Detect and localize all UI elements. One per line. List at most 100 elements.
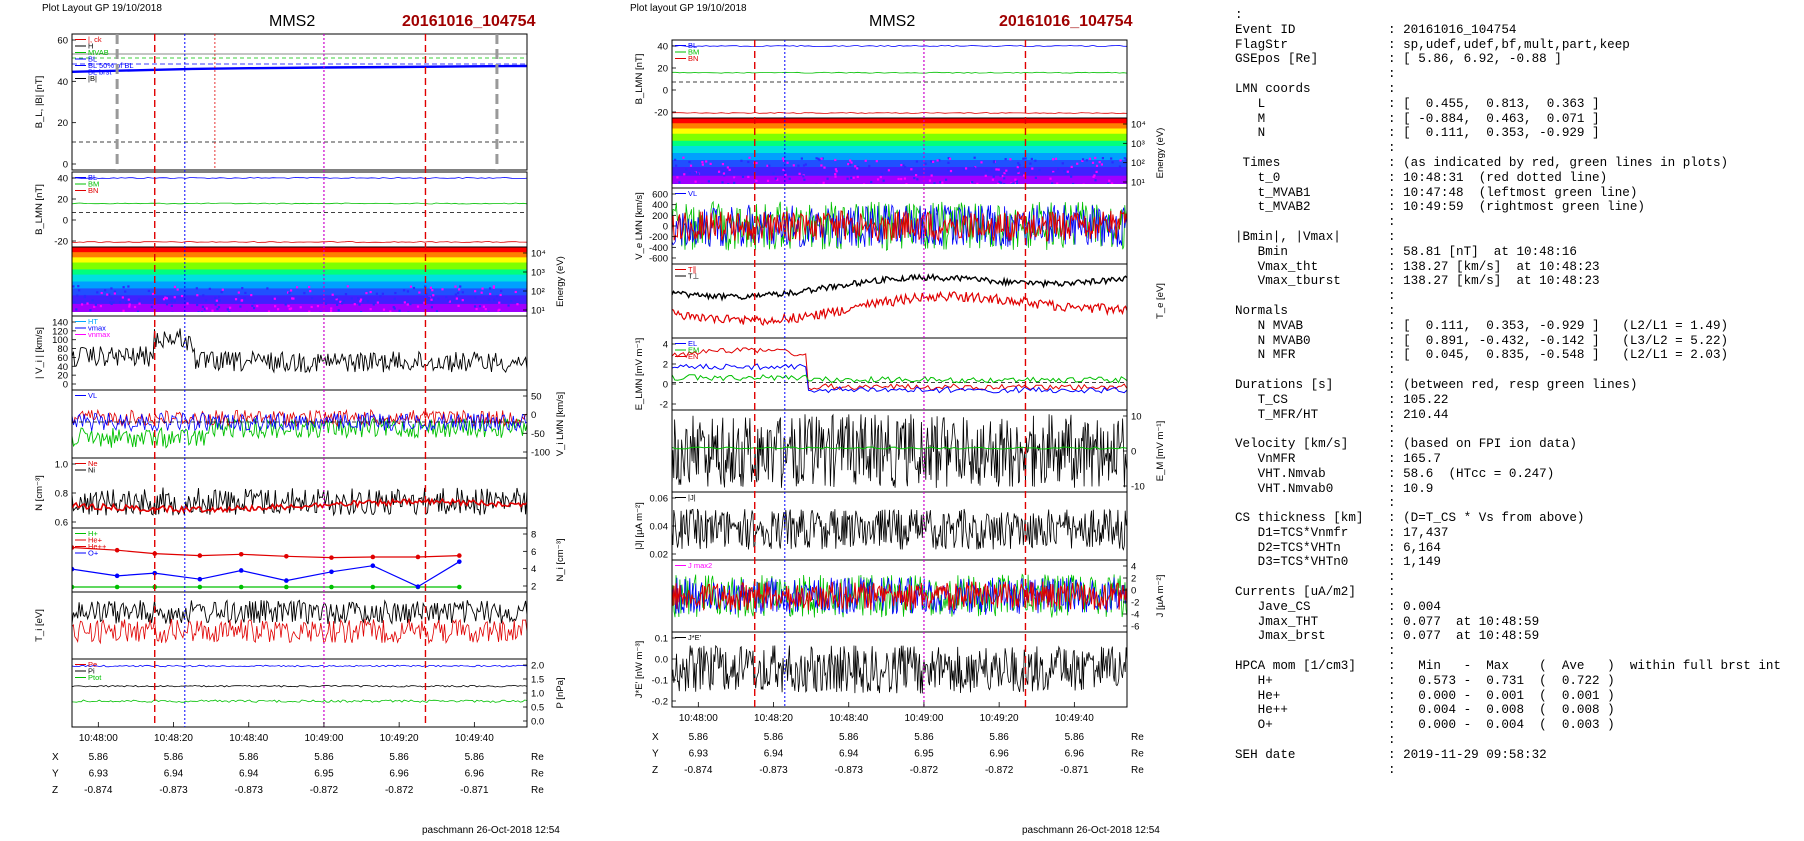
event-id: 20161016_104754	[402, 13, 536, 30]
tick-label: 4	[1131, 562, 1136, 573]
spectrogram-band	[72, 279, 527, 283]
info-key: D1=TCS*Vnmfr	[1235, 525, 1349, 540]
tick-label: 0.06	[650, 494, 669, 505]
spectrogram-noise	[1081, 159, 1084, 163]
spectrogram-noise	[1095, 164, 1099, 167]
spectrogram-noise	[382, 308, 386, 311]
spectrogram-noise	[423, 301, 426, 304]
spectrogram-noise	[203, 308, 207, 311]
spectrogram-noise	[447, 299, 450, 302]
spectrogram-noise	[776, 178, 779, 181]
spectrogram-noise	[1066, 170, 1069, 173]
spectrogram-noise	[251, 304, 254, 307]
position-value: -0.872	[910, 765, 939, 776]
spectrogram-band	[672, 181, 1127, 184]
spectrogram-noise	[214, 296, 217, 300]
spectrogram-noise	[897, 177, 900, 181]
tick-label: 50	[531, 392, 542, 403]
spectrogram-noise	[424, 285, 427, 288]
tick-label: 40	[57, 362, 68, 373]
spectrogram-noise	[1014, 178, 1017, 181]
series-line	[672, 374, 1127, 384]
legend-entry: MVAB	[88, 48, 109, 57]
spectrogram-noise	[947, 157, 950, 160]
info-row: He++: 0.004 - 0.008 ( 0.008 )	[1235, 703, 1781, 718]
legend-entry: BL	[688, 41, 697, 50]
spectrogram-noise	[273, 297, 276, 300]
info-value: :	[1388, 644, 1396, 659]
tick-label: 8	[531, 530, 536, 541]
info-row: :	[1235, 363, 1781, 378]
spectrogram-noise	[973, 156, 976, 159]
spectrogram-noise	[913, 176, 916, 180]
spectrogram-noise	[186, 302, 189, 305]
spectrogram-noise	[973, 166, 976, 169]
spectrogram-noise	[252, 307, 256, 310]
info-value: :	[1388, 363, 1396, 378]
series-line	[672, 347, 1127, 391]
spectrogram-noise	[856, 165, 860, 169]
info-row: :	[1235, 496, 1781, 511]
tick-label: -2	[660, 400, 668, 411]
spectrogram-noise	[991, 178, 995, 181]
legend-entry: |J|	[688, 493, 696, 502]
spectrogram-noise	[240, 299, 244, 302]
info-value: :	[1388, 496, 1396, 511]
spectrogram-noise	[346, 285, 349, 288]
info-value: : 138.27 [km/s] at 10:48:23	[1388, 274, 1600, 289]
spectrogram-noise	[1001, 174, 1004, 178]
spectrogram-noise	[478, 305, 482, 308]
spectrogram-band	[72, 264, 527, 267]
spectrogram-noise	[499, 293, 502, 297]
spectrogram-noise	[1005, 169, 1008, 172]
spectrogram-noise	[850, 161, 853, 164]
series-line	[72, 497, 527, 514]
info-value: : (as indicated by red, green lines in p…	[1388, 155, 1729, 170]
layout-header: Plot Layout GP 19/10/2018	[42, 3, 162, 14]
position-value: 6.96	[389, 769, 409, 780]
panel-plot-area	[72, 408, 527, 449]
y-axis-label: B_L, |B| [nT]	[34, 76, 45, 128]
info-row: :	[1235, 570, 1781, 585]
spectrogram-noise	[406, 290, 410, 293]
spectrogram-noise	[128, 305, 131, 308]
spectrogram-noise	[755, 161, 758, 165]
spectrogram-noise	[802, 164, 806, 167]
spectrogram-noise	[226, 308, 229, 311]
legend-entry: Ni	[88, 466, 95, 475]
tick-label: 40	[657, 42, 668, 53]
spectrogram-noise	[288, 291, 291, 295]
spectrogram-band	[72, 278, 527, 281]
spectrogram-noise	[1061, 162, 1064, 165]
tick-label: 120	[52, 326, 68, 337]
spectrogram-noise	[244, 291, 247, 295]
spectrogram-noise	[701, 163, 704, 166]
panel-frame	[671, 337, 1128, 411]
spectrogram-noise	[674, 158, 677, 161]
spectrogram-noise	[456, 291, 460, 295]
position-value: 6.93	[689, 749, 709, 760]
spectrogram-noise	[91, 299, 94, 302]
info-key: FlagStr	[1235, 37, 1288, 52]
x-tick-label: 10:49:00	[904, 713, 943, 724]
spectrogram-noise	[914, 174, 918, 177]
spectrogram-noise	[316, 304, 320, 308]
spectrogram-noise	[1024, 157, 1027, 160]
spectrogram-noise	[86, 302, 89, 305]
info-value: :	[1388, 570, 1396, 585]
spectrogram-noise	[999, 181, 1003, 184]
spectrogram-noise	[1111, 161, 1114, 164]
spectrogram-noise	[933, 182, 936, 185]
spectrogram-noise	[900, 163, 903, 167]
spectrogram-noise	[310, 297, 314, 300]
spectrogram-noise	[705, 160, 708, 163]
spectrogram-band	[72, 250, 527, 253]
spectrogram-noise	[740, 159, 743, 162]
position-value: 6.96	[1065, 749, 1085, 760]
x-tick-label: 10:49:00	[304, 733, 343, 744]
info-row: D3=TCS*VHTn0: 1,149	[1235, 555, 1781, 570]
spectrogram-noise	[416, 305, 420, 308]
info-row: :	[1235, 289, 1781, 304]
